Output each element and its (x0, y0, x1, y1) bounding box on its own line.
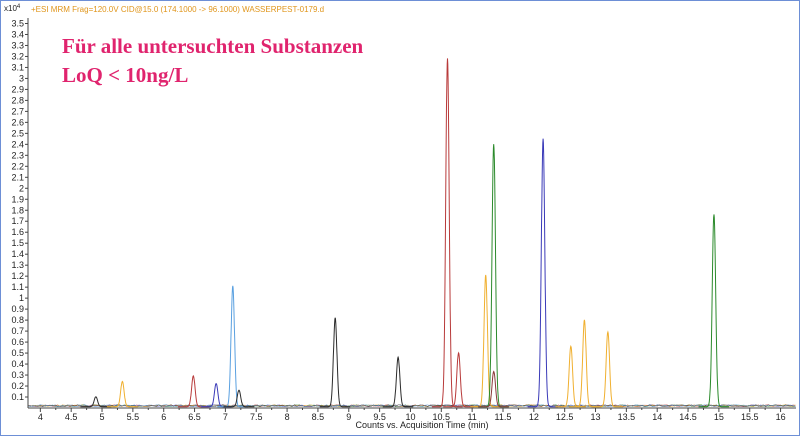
peak-trace (592, 330, 623, 408)
y-tick-label: 0.8 (11, 315, 24, 325)
x-tick-label: 10.5 (433, 412, 451, 422)
y-tick-label: 0.3 (11, 370, 24, 380)
y-tick-label: 2.3 (11, 150, 24, 160)
y-tick-label: 0.9 (11, 304, 24, 314)
y-tick-label: 2.6 (11, 117, 24, 127)
x-tick-label: 6 (161, 412, 166, 422)
y-tick-label: 3.2 (11, 51, 24, 61)
y-tick-label: 2.2 (11, 161, 24, 171)
y-tick-label: 3 (19, 73, 24, 83)
baseline-noise-trace (27, 404, 796, 408)
x-tick-label: 15.5 (741, 412, 759, 422)
y-tick-label: 2.9 (11, 84, 24, 94)
y-tick-label: 3.3 (11, 40, 24, 50)
x-axis-title: Counts vs. Acquisition Time (min) (355, 420, 488, 430)
y-axis: 0.10.20.30.40.50.60.70.80.911.11.21.31.4… (11, 18, 28, 402)
y-tick-label: 2.5 (11, 128, 24, 138)
x-tick-label: 10 (405, 412, 415, 422)
y-tick-label: 3.4 (11, 29, 24, 39)
y-tick-label: 1.4 (11, 249, 24, 259)
y-tick-label: 1.3 (11, 260, 24, 270)
x-tick-label: 4.5 (65, 412, 78, 422)
peak-trace (470, 274, 501, 408)
y-tick-label: 1.1 (11, 282, 24, 292)
x-tick-label: 14.5 (679, 412, 697, 422)
x-tick-label: 8 (285, 412, 290, 422)
peak-trace (382, 355, 414, 408)
x-tick-label: 9 (346, 412, 351, 422)
peak-trace (107, 380, 138, 408)
y-tick-label: 2.7 (11, 106, 24, 116)
peak-trace (443, 351, 474, 408)
peak-trace (527, 138, 559, 408)
y-tick-label: 3.5 (11, 18, 24, 28)
x-tick-label: 7 (223, 412, 228, 422)
x-tick-label: 4 (38, 412, 43, 422)
x-tick-label: 12 (529, 412, 539, 422)
x-tick-label: 11 (467, 412, 476, 422)
y-tick-label: 0.4 (11, 359, 24, 369)
peak-trace (698, 214, 730, 408)
y-tick-label: 0.5 (11, 348, 24, 358)
y-tick-label: 1 (19, 293, 24, 303)
x-tick-label: 11.5 (495, 412, 512, 422)
x-tick-label: 6.5 (188, 412, 201, 422)
y-tick-label: 2.8 (11, 95, 24, 105)
peak-trace (223, 389, 255, 408)
chart-header: +ESI MRM Frag=120.0V CID@15.0 (174.1000 … (31, 5, 324, 14)
peak-trace (432, 58, 463, 408)
peak-trace (80, 396, 112, 408)
x-tick-label: 13.5 (618, 412, 636, 422)
annotation-line-1: Für alle untersuchten Substanzen (62, 34, 364, 58)
peak-trace (555, 344, 586, 408)
x-tick-label: 9.5 (373, 412, 386, 422)
peak-trace (217, 285, 249, 408)
y-tick-label: 3.1 (11, 62, 24, 72)
x-tick-label: 16 (776, 412, 786, 422)
y-tick-label: 2.4 (11, 139, 24, 149)
y-tick-label: 1.5 (11, 238, 24, 248)
x-tick-label: 5.5 (127, 412, 140, 422)
y-exponent-label: x104 (4, 4, 21, 13)
x-axis: 4 4.5 5 5.5 6 6.5 7 7.5 8 8.5 9 9.5 10 10.5 11 11.5 12 12… (38, 408, 786, 422)
annotation-line-2: LoQ < 10ng/L (62, 63, 188, 87)
peak-trace (319, 317, 351, 408)
x-tick-label: 14 (652, 412, 662, 422)
y-tick-label: 1.9 (11, 194, 24, 204)
chromatogram-traces (27, 58, 796, 408)
y-tick-label: 1.6 (11, 227, 24, 237)
y-tick-label: 2.1 (11, 172, 24, 182)
x-tick-label: 13 (591, 412, 601, 422)
y-tick-label: 0.6 (11, 337, 24, 347)
y-tick-label: 1.2 (11, 271, 24, 281)
y-tick-label: 1.7 (11, 216, 24, 226)
peak-trace (478, 370, 509, 408)
y-tick-label: 2 (19, 183, 24, 193)
y-tick-label: 0.7 (11, 326, 24, 336)
y-tick-label: 0.2 (11, 381, 24, 391)
x-tick-label: 5 (100, 412, 105, 422)
y-tick-label: 0.1 (11, 392, 24, 402)
x-tick-label: 12.5 (556, 412, 574, 422)
y-tick-label: 1.8 (11, 205, 24, 215)
x-tick-label: 15 (714, 412, 724, 422)
x-tick-label: 8.5 (312, 412, 325, 422)
x-tick-label: 7.5 (250, 412, 263, 422)
